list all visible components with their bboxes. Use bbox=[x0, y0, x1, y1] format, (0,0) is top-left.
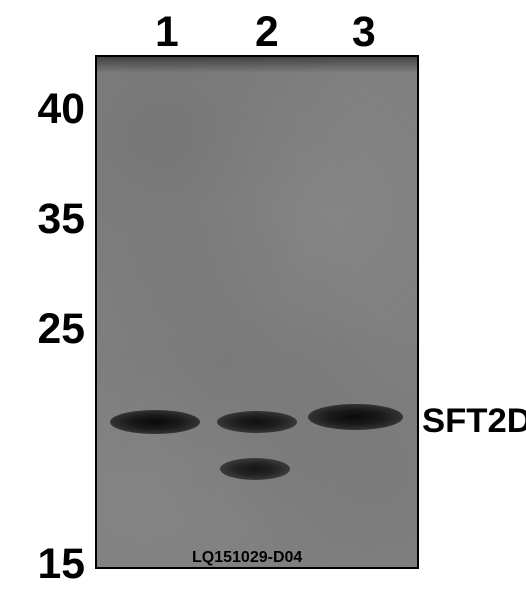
figure-container: 1 2 3 40 35 25 15 LQ151029-D04 SFT2D3 bbox=[0, 0, 526, 596]
protein-name-label: SFT2D3 bbox=[422, 402, 526, 441]
mw-marker-15: 15 bbox=[38, 540, 85, 589]
mw-marker-35: 35 bbox=[38, 195, 85, 244]
lane-label-3: 3 bbox=[352, 8, 376, 57]
mw-marker-40: 40 bbox=[38, 85, 85, 134]
experiment-id: LQ151029-D04 bbox=[192, 549, 302, 567]
lane-label-2: 2 bbox=[255, 8, 279, 57]
blot-membrane: LQ151029-D04 bbox=[95, 55, 419, 569]
band-lane1-main bbox=[110, 410, 200, 434]
band-lane2-main bbox=[217, 411, 297, 433]
mw-marker-25: 25 bbox=[38, 305, 85, 354]
lane-label-1: 1 bbox=[155, 8, 179, 57]
blot-noise-overlay bbox=[97, 57, 417, 567]
band-lane3-main bbox=[308, 404, 403, 430]
band-lane2-lower bbox=[220, 458, 290, 480]
